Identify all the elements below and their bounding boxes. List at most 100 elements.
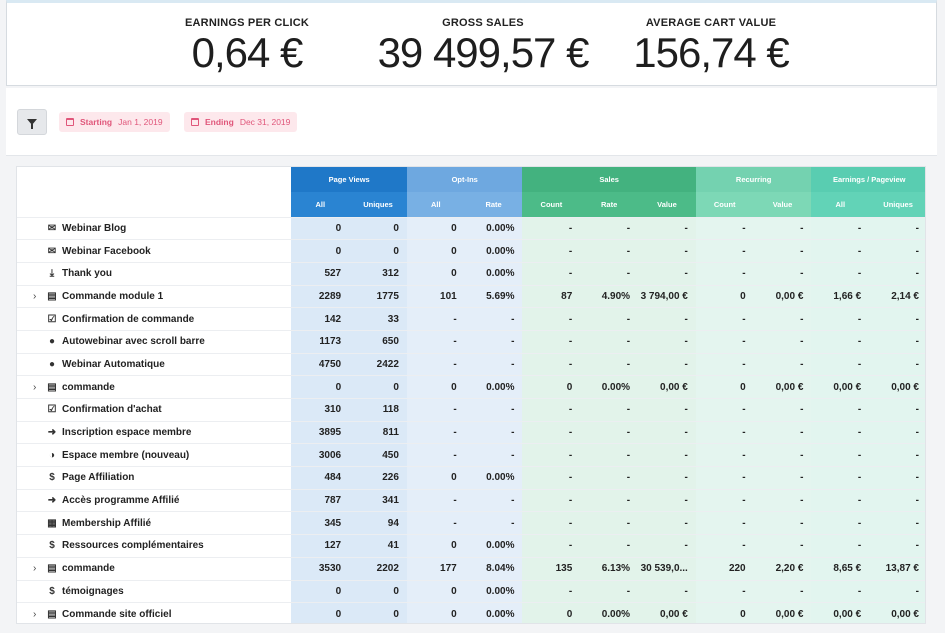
end-date-chip[interactable]: Ending Dec 31, 2019 <box>184 112 298 132</box>
start-date-chip[interactable]: Starting Jan 1, 2019 <box>59 112 170 132</box>
row-label: Membership Affilié <box>62 517 152 529</box>
filter-button[interactable] <box>17 109 47 135</box>
table-cell: - <box>522 466 581 490</box>
envelope-icon: ✉ <box>47 245 57 257</box>
table-cell: - <box>406 489 465 513</box>
cart-icon: ▤ <box>47 290 57 302</box>
table-cell: 0.00% <box>464 580 523 604</box>
table-cell: 0.00% <box>464 239 523 263</box>
table-cell: - <box>811 217 870 241</box>
table-row: ➜ Accès programme Affilié 787 341- - - - - - - - - <box>17 489 925 513</box>
expand-chevron-icon[interactable]: › <box>33 381 37 393</box>
col-header[interactable]: Count <box>695 192 754 218</box>
table-cell: - <box>638 466 696 490</box>
row-label: Webinar Blog <box>62 222 127 234</box>
row-label: Ressources complémentaires <box>62 540 204 552</box>
table-cell: 3 794,00 € <box>638 285 696 309</box>
table-cell: 177 <box>406 557 465 581</box>
dollar-icon: $ <box>49 585 55 597</box>
table-cell: - <box>695 398 754 422</box>
table-cell: - <box>811 353 870 377</box>
table-row: ✉ Webinar Facebook 0 0 0 0.00% - - - - - - - <box>17 239 925 263</box>
table-cell: - <box>869 534 925 558</box>
table-cell: - <box>464 330 523 354</box>
table-cell: - <box>753 239 812 263</box>
microphone-icon: ● <box>48 358 56 370</box>
table-row[interactable]: › ▤ commande 3530 2202 177 8.04% 135 6.13% 30 539… <box>17 557 925 581</box>
group-header-page-views: Page Views <box>291 167 407 192</box>
table-row: ➜ Inscription espace membre 3895 811- - - - - - -… <box>17 421 925 445</box>
table-cell: 142 <box>291 307 350 331</box>
table-cell: - <box>869 307 925 331</box>
expand-chevron-icon[interactable]: › <box>33 563 37 575</box>
table-cell: - <box>753 534 812 558</box>
col-header[interactable]: Rate <box>580 192 639 218</box>
row-label: Commande module 1 <box>62 290 164 302</box>
table-cell: 0 <box>291 580 350 604</box>
col-header[interactable]: Rate <box>464 192 523 218</box>
table-cell: - <box>522 398 581 422</box>
row-label: Accès programme Affilié <box>62 495 180 507</box>
dollar-icon: $ <box>49 472 55 484</box>
table-cell: 0 <box>406 580 465 604</box>
col-header[interactable]: All <box>291 192 350 218</box>
col-header[interactable]: Uniques <box>869 192 925 218</box>
table-cell: - <box>869 421 925 445</box>
group-header-sales: Sales <box>522 167 696 192</box>
table-cell: - <box>753 421 812 445</box>
microphone-icon: ● <box>48 336 56 348</box>
table-cell: 0 <box>695 285 754 309</box>
table-row: ✉ Webinar Blog 0 0 0 0.00% - - - - - - - <box>17 217 925 241</box>
row-label: Commande site officiel <box>62 608 172 620</box>
group-header-opt-ins: Opt-Ins <box>406 167 523 192</box>
col-header[interactable]: Value <box>753 192 812 218</box>
table-cell: - <box>638 421 696 445</box>
calendar-icon <box>66 118 74 126</box>
table-cell: 0.00% <box>580 375 639 399</box>
table-row[interactable]: › ▤ Commande module 1 2289 1775 101 5.69% 87 4.9… <box>17 285 925 309</box>
table-cell: 527 <box>291 262 350 286</box>
col-header[interactable]: All <box>406 192 465 218</box>
filter-icon <box>27 119 37 129</box>
filter-bar: Starting Jan 1, 2019 Ending Dec 31, 2019 <box>6 88 937 156</box>
table-cell: 30 539,0... <box>638 557 696 581</box>
table-cell: 0 <box>406 375 465 399</box>
table-cell: - <box>811 534 870 558</box>
table-cell: 0.00% <box>464 602 523 623</box>
table-cell: - <box>522 489 581 513</box>
group-header-earnings-per-pageview: Earnings / Pageview <box>811 167 925 192</box>
table-cell: 226 <box>349 466 407 490</box>
col-header[interactable]: Value <box>638 192 696 218</box>
table-cell: - <box>580 307 639 331</box>
table-cell[interactable]: 87 <box>522 285 581 309</box>
table-cell: - <box>869 580 925 604</box>
table-cell[interactable]: 135 <box>522 557 581 581</box>
expand-chevron-icon[interactable]: › <box>33 290 37 302</box>
table-cell[interactable]: 0 <box>522 602 581 623</box>
col-header[interactable]: Count <box>522 192 581 218</box>
col-header[interactable]: Uniques <box>349 192 407 218</box>
table-cell: - <box>580 239 639 263</box>
table-cell: - <box>869 217 925 241</box>
table-cell: 220 <box>695 557 754 581</box>
table-cell: - <box>406 443 465 468</box>
table-cell[interactable]: 0 <box>522 375 581 399</box>
expand-chevron-icon[interactable]: › <box>33 608 37 620</box>
table-cell: 0 <box>695 602 754 623</box>
table-cell: 2422 <box>349 353 407 377</box>
table-cell: 8,65 € <box>811 557 870 581</box>
kpi-value: 156,74 € <box>633 29 790 76</box>
table-cell: - <box>522 534 581 558</box>
table-cell: - <box>464 353 523 377</box>
row-label: Inscription espace membre <box>62 427 192 439</box>
cart-icon: ▤ <box>47 563 57 575</box>
table-cell: - <box>753 489 812 513</box>
table-cell: - <box>869 511 925 536</box>
table-cell: 4.90% <box>580 285 639 309</box>
table-row: $ Page Affiliation 484 226 0 0.00% - - - - - - - <box>17 466 925 490</box>
table-row[interactable]: › ▤ commande 0 0 0 0.00% 0 0.00% 0,00 €0 0,00 €0,0… <box>17 375 925 399</box>
table-cell: 0 <box>406 217 465 241</box>
row-name-cell: › ▤ commande <box>17 375 292 399</box>
table-row[interactable]: › ▤ Commande site officiel 0 0 0 0.00% 0 0.00% 0,… <box>17 602 925 623</box>
col-header[interactable]: All <box>811 192 870 218</box>
